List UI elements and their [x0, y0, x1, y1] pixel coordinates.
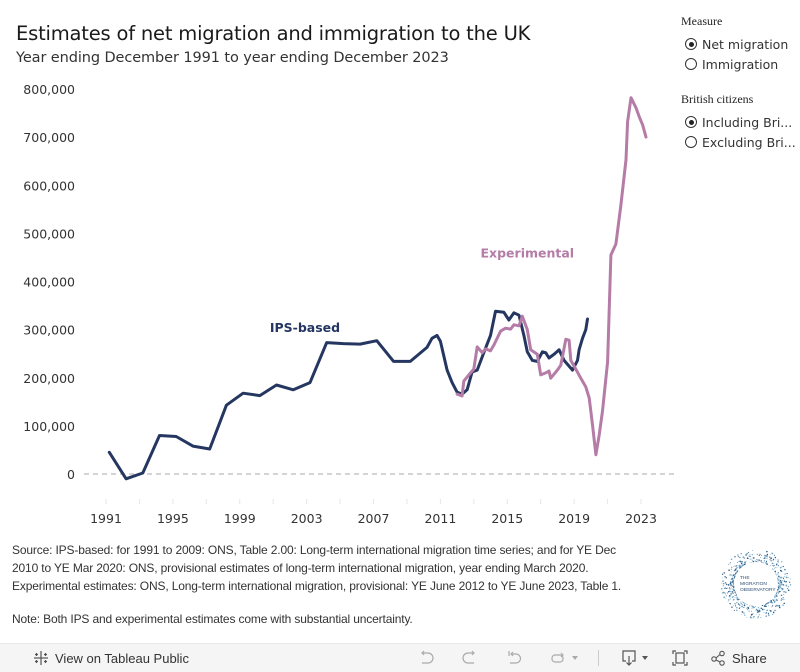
radio-button-icon[interactable]	[685, 136, 697, 148]
dropdown-arrow-icon	[572, 656, 578, 660]
x-tick-label: 2015	[491, 511, 523, 526]
y-tick-label: 0	[67, 467, 75, 482]
radio-button-icon[interactable]	[685, 58, 697, 70]
option-label: Net migration	[702, 36, 789, 52]
logo-ring-icon	[720, 550, 792, 619]
british-citizens-filter-heading: British citizens	[681, 92, 754, 106]
tableau-toolbar: View on Tableau Public Share	[0, 643, 800, 672]
share-label: Share	[732, 650, 767, 666]
fullscreen-button[interactable]	[672, 650, 688, 666]
measure-option-immigration[interactable]: Immigration	[681, 54, 800, 74]
source-line: Source: IPS-based: for 1991 to 2009: ONS…	[12, 543, 616, 557]
share-button[interactable]: Share	[710, 650, 767, 666]
x-tick-label: 1999	[224, 511, 256, 526]
redo-button[interactable]	[462, 650, 478, 666]
logo-text-line: THE	[740, 575, 750, 581]
uncertainty-note: Note: Both IPS and experimental estimate…	[12, 612, 413, 626]
download-icon	[622, 650, 636, 666]
y-tick-label: 700,000	[23, 130, 75, 145]
undo-icon	[421, 650, 434, 664]
dropdown-arrow-icon	[642, 656, 648, 660]
x-tick-label: 1995	[157, 511, 189, 526]
filter-panel: Measure Net migration Immigration Britis…	[681, 12, 800, 152]
x-tick-label: 2011	[424, 511, 456, 526]
line-chart[interactable]: 0 100,000 200,000 300,000 400,000 500,000 600,…	[0, 78, 680, 533]
download-button[interactable]	[621, 649, 650, 667]
logo-text-line: OBSERVATORY	[740, 587, 776, 593]
series-layer	[107, 96, 648, 481]
fullscreen-icon	[672, 650, 688, 666]
british-option-including[interactable]: Including Bri...	[681, 112, 800, 132]
series-label: Experimental	[481, 245, 575, 260]
y-tick-label: 800,000	[23, 82, 75, 97]
logo-text-line: MIGRATION	[740, 581, 767, 587]
annotation-layer: IPS-based Experimental	[270, 245, 574, 335]
option-label: Excluding Bri...	[702, 134, 796, 150]
source-note: Source: IPS-based: for 1991 to 2009: ONS…	[12, 541, 702, 595]
source-line: Experimental estimates: ONS, Long-term i…	[12, 579, 622, 593]
measure-option-net-migration[interactable]: Net migration	[681, 34, 800, 54]
radio-button-icon[interactable]	[685, 116, 697, 128]
view-on-tableau-public-button[interactable]: View on Tableau Public	[33, 650, 189, 666]
revert-button[interactable]	[506, 650, 522, 666]
x-tick-label: 2023	[625, 511, 657, 526]
option-label: Immigration	[702, 56, 779, 72]
x-tick-label: 2003	[291, 511, 323, 526]
measure-filter-heading: Measure	[681, 14, 723, 28]
source-line: 2010 to YE Mar 2020: ONS, provisional es…	[12, 561, 589, 575]
chart-title: Estimates of net migration and immigrati…	[16, 22, 531, 45]
y-tick-label: 600,000	[23, 178, 75, 193]
x-tick-label: 1991	[90, 511, 122, 526]
x-tick-label: 2019	[558, 511, 590, 526]
y-tick-label: 300,000	[23, 323, 75, 338]
option-label: Including Bri...	[702, 114, 793, 130]
british-option-excluding[interactable]: Excluding Bri...	[681, 132, 800, 152]
toolbar-divider	[598, 650, 599, 666]
refresh-button[interactable]	[550, 650, 580, 666]
radio-button-icon[interactable]	[685, 38, 697, 50]
tableau-logo-icon	[34, 651, 48, 665]
share-icon	[711, 650, 725, 666]
series-line-experimental	[455, 96, 648, 457]
series-line-ips-based	[107, 309, 589, 481]
y-tick-label: 400,000	[23, 275, 75, 290]
redo-icon	[462, 650, 475, 664]
refresh-icon	[551, 652, 564, 663]
y-tick-label: 500,000	[23, 226, 75, 241]
chart-subtitle: Year ending December 1991 to year ending…	[16, 50, 449, 66]
undo-button[interactable]	[418, 650, 434, 666]
migration-observatory-logo: THE MIGRATION OBSERVATORY	[720, 550, 792, 619]
x-axis: 1991 1995 1999 2003 2007 2011 2015 2019 2023	[90, 499, 657, 526]
revert-icon	[508, 651, 522, 664]
series-label: IPS-based	[270, 320, 340, 335]
x-tick-label: 2007	[358, 511, 390, 526]
y-axis: 0 100,000 200,000 300,000 400,000 500,000 600,…	[23, 82, 75, 482]
y-tick-label: 200,000	[23, 371, 75, 386]
view-on-tableau-label: View on Tableau Public	[55, 650, 189, 666]
y-tick-label: 100,000	[23, 419, 75, 434]
